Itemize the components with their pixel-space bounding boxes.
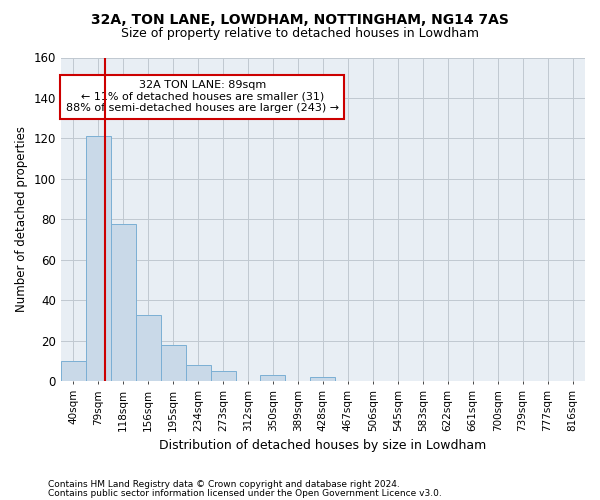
X-axis label: Distribution of detached houses by size in Lowdham: Distribution of detached houses by size … bbox=[159, 440, 487, 452]
Bar bbox=[86, 136, 111, 382]
Bar bbox=[260, 376, 286, 382]
Text: Contains public sector information licensed under the Open Government Licence v3: Contains public sector information licen… bbox=[48, 489, 442, 498]
Bar bbox=[185, 365, 211, 382]
Y-axis label: Number of detached properties: Number of detached properties bbox=[15, 126, 28, 312]
Bar bbox=[211, 372, 236, 382]
Text: 32A TON LANE: 89sqm
← 11% of detached houses are smaller (31)
88% of semi-detach: 32A TON LANE: 89sqm ← 11% of detached ho… bbox=[66, 80, 339, 114]
Bar bbox=[161, 345, 185, 382]
Bar bbox=[111, 224, 136, 382]
Bar bbox=[61, 361, 86, 382]
Bar bbox=[310, 378, 335, 382]
Bar bbox=[136, 314, 161, 382]
Text: Contains HM Land Registry data © Crown copyright and database right 2024.: Contains HM Land Registry data © Crown c… bbox=[48, 480, 400, 489]
Text: Size of property relative to detached houses in Lowdham: Size of property relative to detached ho… bbox=[121, 28, 479, 40]
Text: 32A, TON LANE, LOWDHAM, NOTTINGHAM, NG14 7AS: 32A, TON LANE, LOWDHAM, NOTTINGHAM, NG14… bbox=[91, 12, 509, 26]
